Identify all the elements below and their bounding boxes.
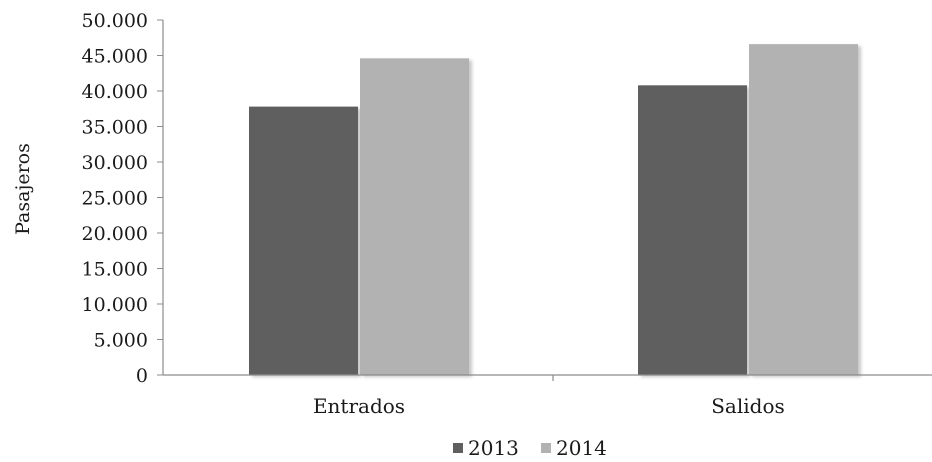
axes (162, 20, 932, 381)
y-tick-label: 10.000 (82, 294, 148, 316)
y-tick-label: 35.000 (82, 117, 148, 139)
x-tick-label: Salidos (711, 394, 785, 418)
legend-swatch (541, 443, 551, 453)
y-axis-ticks: 0 5.000 10.000 15.000 20.000 25.000 30.000 35.0… (82, 10, 163, 387)
legend-item: 2013 (453, 436, 519, 460)
y-tick-label: 20.000 (82, 223, 148, 245)
legend-item: 2014 (541, 436, 607, 460)
legend-label: 2014 (556, 436, 607, 458)
bars (249, 44, 858, 376)
bar-2014-entrados (360, 58, 469, 376)
legend-swatch (453, 443, 463, 453)
y-tick-label: 50.000 (82, 10, 148, 32)
bar-2013-entrados (249, 106, 358, 376)
y-axis-title: Pasajeros (12, 143, 34, 235)
y-tick-label: 15.000 (82, 259, 148, 281)
x-tick-label: Entrados (313, 394, 405, 418)
bar-2013-salidos (638, 85, 747, 375)
legend: 2013 2014 (453, 436, 607, 460)
y-tick-label: 25.000 (82, 188, 148, 210)
y-tick-label: 0 (136, 365, 148, 387)
bar-2014-salidos (749, 44, 858, 375)
legend-label: 2013 (468, 436, 519, 458)
y-tick-label: 30.000 (82, 152, 148, 174)
y-tick-label: 5.000 (94, 330, 148, 352)
y-tick-label: 45.000 (82, 46, 148, 68)
x-axis-labels: Entrados Salidos (313, 394, 785, 418)
y-tick-label: 40.000 (82, 81, 148, 103)
